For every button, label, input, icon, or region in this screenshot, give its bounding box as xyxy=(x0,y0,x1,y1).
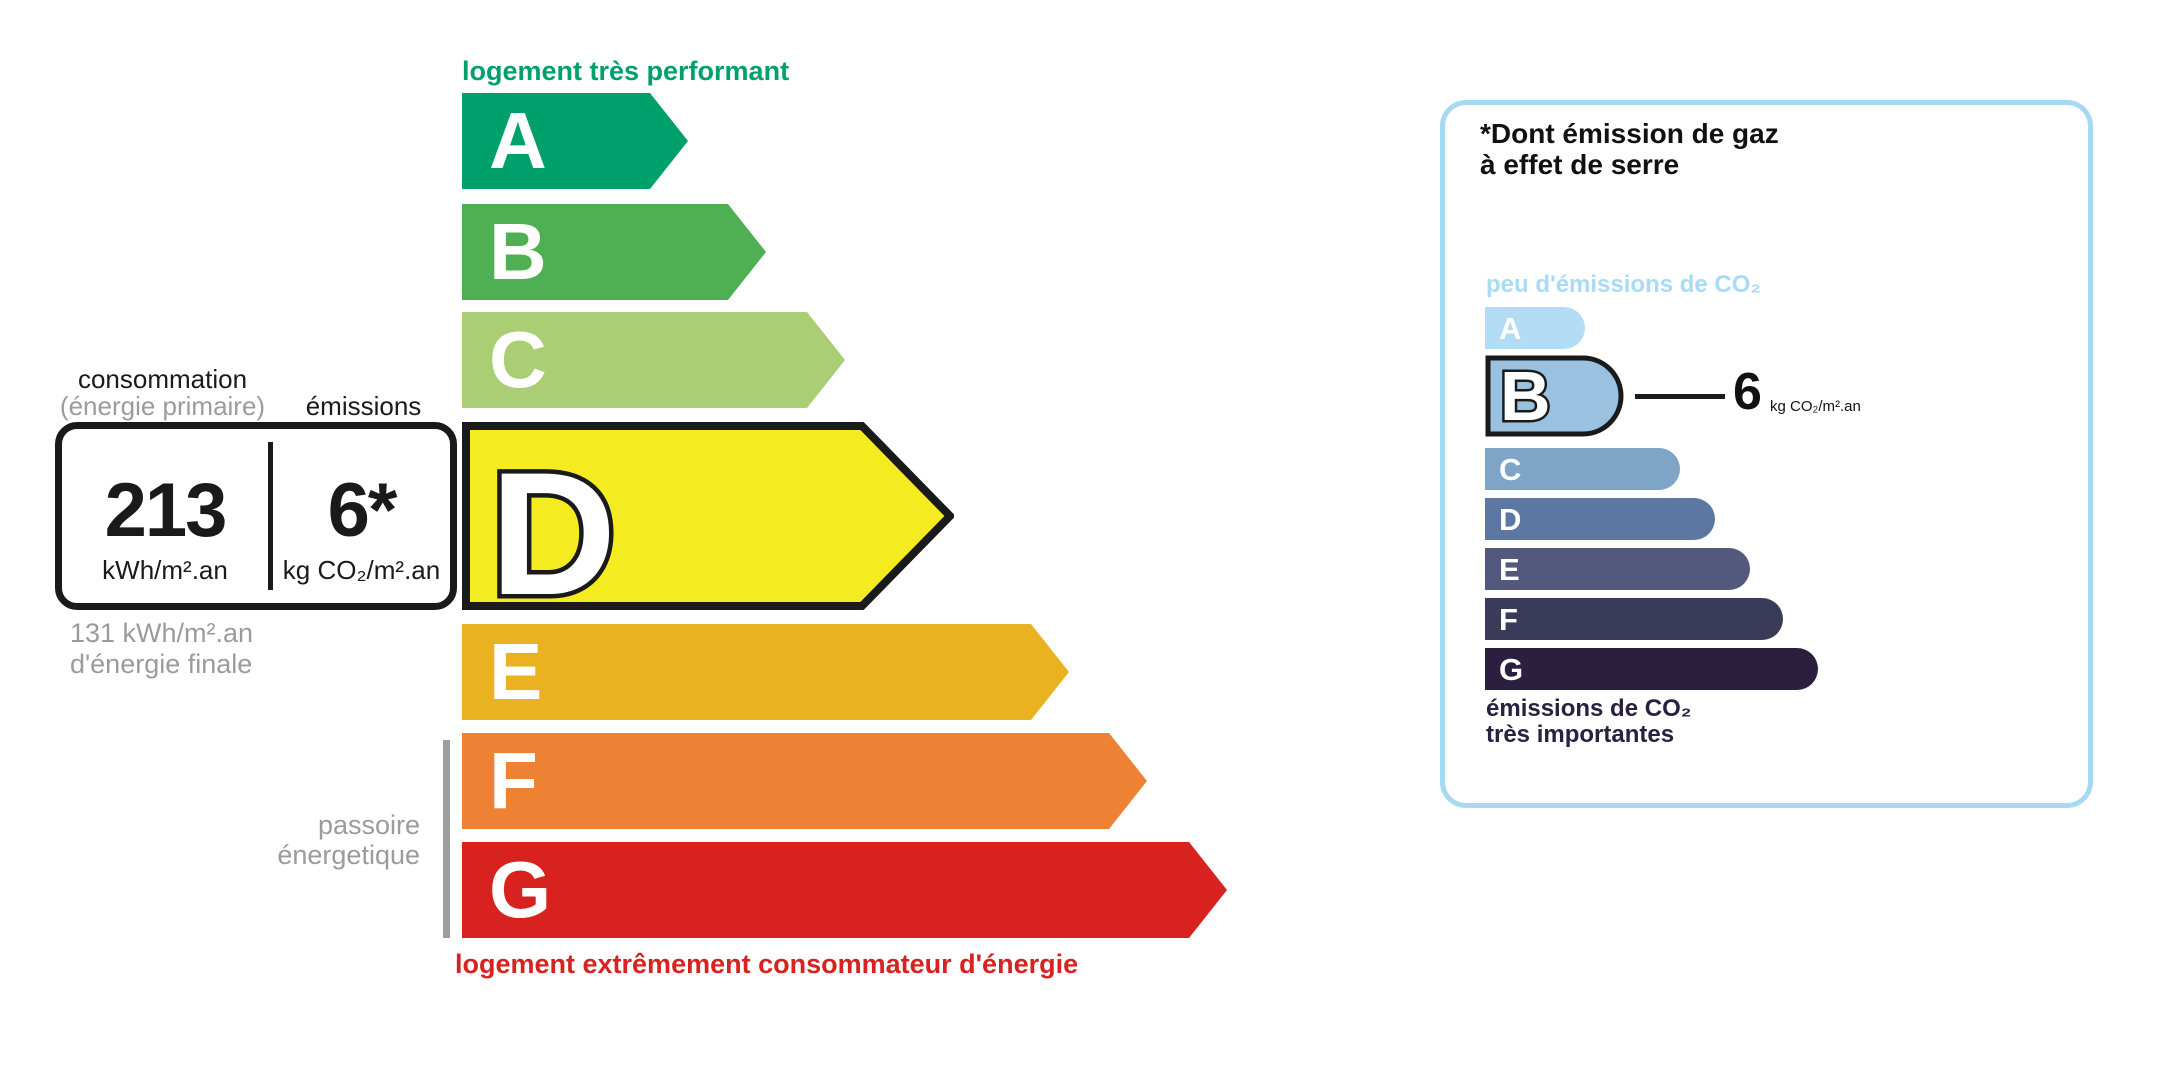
final-energy-value: 131 kWh/m².an xyxy=(70,618,254,648)
consumption-label: consommation xyxy=(77,364,248,394)
emissions-value: 6* xyxy=(327,467,398,553)
co2-bar-letter: C xyxy=(1499,451,1522,487)
co2-bar-g: G xyxy=(1485,648,1818,690)
energy-class-arrow-g: G xyxy=(462,842,1227,938)
co2-panel-title-line1: *Dont émission de gaz xyxy=(1480,118,1779,149)
consumption-header-primary: consommation (énergie primaire) xyxy=(55,366,270,420)
co2-panel-title: *Dont émission de gaz à effet de serre xyxy=(1480,118,1779,180)
co2-high-label-line1: émissions de CO₂ xyxy=(1486,695,1692,722)
co2-high-label: émissions de CO₂ très importantes xyxy=(1486,696,1691,748)
co2-bar-letter: E xyxy=(1499,551,1520,587)
co2-high-label-line2: très importantes xyxy=(1486,721,1675,748)
energy-class-letter: B xyxy=(489,207,547,296)
consumption-header: consommation (énergie primaire) émission… xyxy=(55,366,457,420)
energy-class-arrow-a: A xyxy=(462,93,688,189)
co2-bar-letter: F xyxy=(1499,601,1518,637)
co2-bar-c: C xyxy=(1485,448,1680,490)
co2-bar-e: E xyxy=(1485,548,1750,590)
emissions-unit: kg CO₂/m².an xyxy=(282,554,441,585)
primary-energy-label: (énergie primaire) xyxy=(59,391,266,421)
passoire-label: passoire énergetique xyxy=(277,810,420,870)
energy-class-arrow-e: E xyxy=(462,624,1069,720)
co2-bar-b-current: B xyxy=(1485,355,1624,437)
box-divider xyxy=(268,442,273,590)
primary-energy-value: 213 xyxy=(104,467,228,553)
energy-class-letter: G xyxy=(489,845,552,934)
co2-bar-letter: A xyxy=(1499,310,1522,346)
emissions-cell: 6* kg CO₂/m².an xyxy=(273,429,450,603)
emissions-label: émissions xyxy=(305,391,422,421)
energy-class-letter: E xyxy=(489,627,543,716)
final-energy-note: 131 kWh/m².an d'énergie finale xyxy=(70,618,253,680)
co2-bar-letter: D xyxy=(1499,501,1522,537)
co2-current-letter: B xyxy=(1500,357,1551,435)
consumption-box: 213 kWh/m².an 6* kg CO₂/m².an xyxy=(55,422,457,610)
final-energy-caption: d'énergie finale xyxy=(70,649,253,679)
energy-class-letter: A xyxy=(489,96,547,185)
energy-class-arrow-c: C xyxy=(462,312,845,408)
passoire-bracket-bar xyxy=(443,740,450,938)
current-class-letter: D xyxy=(490,437,616,610)
primary-energy-unit: kWh/m².an xyxy=(102,554,228,585)
co2-low-label: peu d'émissions de CO₂ xyxy=(1486,271,1762,298)
energy-class-arrow-d-current: D xyxy=(462,422,954,610)
co2-current-bar-shape xyxy=(1485,355,1624,437)
energy-class-arrow-f: F xyxy=(462,733,1147,829)
co2-bar-a: A xyxy=(1485,307,1585,349)
co2-panel-title-line2: à effet de serre xyxy=(1480,149,1680,180)
bottom-performance-label: logement extrêmement consommateur d'éner… xyxy=(455,949,1079,979)
energy-class-letter: F xyxy=(489,736,538,825)
co2-value-connector-line xyxy=(1635,394,1725,399)
co2-value-unit: kg CO₂/m².an xyxy=(1770,398,1861,415)
co2-bar-f: F xyxy=(1485,598,1783,640)
energy-class-letter: C xyxy=(489,315,547,404)
energy-class-arrow-b: B xyxy=(462,204,766,300)
co2-value: 6 xyxy=(1733,363,1762,421)
co2-bar-d: D xyxy=(1485,498,1715,540)
top-performance-label: logement très performant xyxy=(462,56,790,86)
current-class-arrow-shape xyxy=(462,422,954,610)
primary-energy-cell: 213 kWh/m².an xyxy=(62,429,268,603)
co2-bar-letter: G xyxy=(1499,651,1524,687)
